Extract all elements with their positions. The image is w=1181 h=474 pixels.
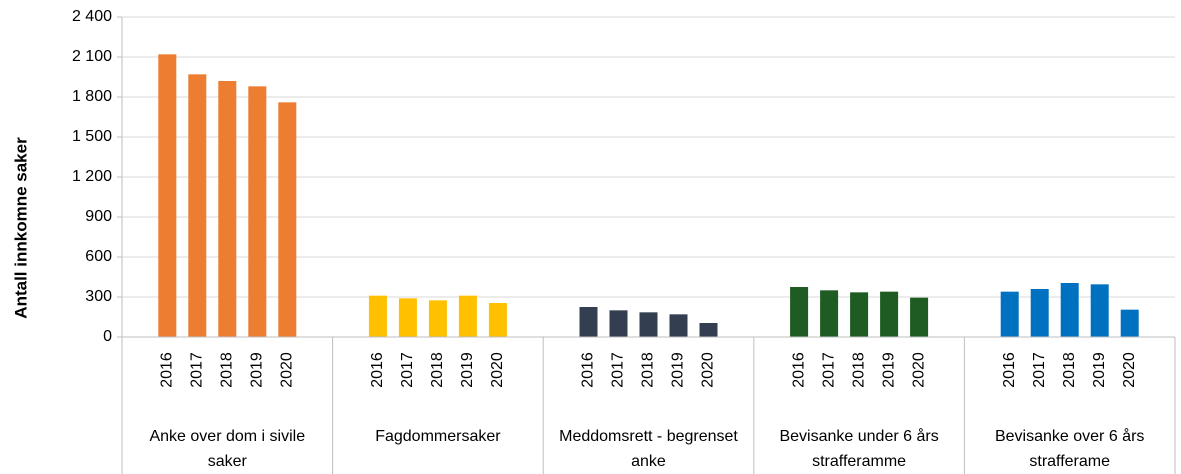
group-label: Bevisanke under 6 års strafferamme (779, 428, 939, 470)
x-tick-label: 2016 (159, 352, 176, 388)
x-tick-label: 2018 (640, 352, 657, 388)
bar (699, 323, 718, 337)
y-tick-label: 1 500 (72, 128, 112, 145)
bar (1030, 289, 1049, 337)
x-tick-label: 2017 (820, 352, 837, 388)
y-tick-label: 2 100 (72, 48, 112, 65)
bar (218, 81, 237, 337)
bar (669, 314, 688, 337)
y-tick-label: 900 (85, 208, 112, 225)
x-tick-label: 2019 (249, 352, 266, 388)
x-tick-label: 2018 (850, 352, 867, 388)
x-tick-label: 2018 (429, 352, 446, 388)
y-tick-label: 300 (85, 288, 112, 305)
x-tick-label: 2020 (910, 352, 927, 388)
x-tick-label: 2016 (580, 352, 597, 388)
bar (880, 291, 899, 337)
x-tick-label: 2018 (1061, 352, 1078, 388)
bar (398, 298, 417, 337)
x-tick-label: 2020 (279, 352, 296, 388)
y-tick-label: 2 400 (72, 8, 112, 25)
x-tick-label: 2019 (670, 352, 687, 388)
bar (1000, 291, 1019, 337)
x-tick-label: 2017 (189, 352, 206, 388)
x-tick-label: 2016 (1001, 352, 1018, 388)
bar (368, 295, 387, 337)
bar (820, 290, 839, 337)
bar (910, 297, 929, 337)
group-label: Meddomsrett - begrenset anke (559, 428, 738, 470)
bar (579, 307, 598, 337)
y-tick-label: 600 (85, 248, 112, 265)
bar (1060, 283, 1079, 337)
bar (850, 292, 869, 337)
x-tick-label: 2017 (399, 352, 416, 388)
bar (428, 300, 447, 337)
x-tick-label: 2018 (219, 352, 236, 388)
x-tick-label: 2017 (610, 352, 627, 388)
x-tick-label: 2019 (459, 352, 476, 388)
group-label: Anke over dom i sivile saker (149, 428, 306, 470)
bar (248, 86, 267, 337)
x-tick-label: 2019 (880, 352, 897, 388)
x-tick-label: 2016 (790, 352, 807, 388)
x-tick-label: 2017 (1031, 352, 1048, 388)
bar (790, 287, 809, 337)
bar (278, 102, 297, 337)
bar (1120, 309, 1139, 337)
y-tick-label: 1 200 (72, 168, 112, 185)
bar (488, 303, 507, 337)
x-tick-label: 2020 (700, 352, 717, 388)
x-tick-label: 2020 (1121, 352, 1138, 388)
y-tick-label: 1 800 (72, 88, 112, 105)
x-tick-label: 2020 (489, 352, 506, 388)
y-tick-label: 0 (103, 328, 112, 345)
bar (458, 295, 477, 337)
x-tick-label: 2019 (1091, 352, 1108, 388)
x-tick-label: 2016 (369, 352, 386, 388)
group-label: Bevisanke over 6 års strafferame (994, 428, 1145, 470)
bar (1090, 284, 1109, 337)
bar (639, 312, 658, 337)
bar (188, 74, 207, 337)
bar (609, 310, 628, 337)
group-label: Fagdommersaker (375, 428, 501, 445)
bar (158, 54, 177, 337)
y-axis-title: Antall innkomne saker (11, 137, 30, 319)
